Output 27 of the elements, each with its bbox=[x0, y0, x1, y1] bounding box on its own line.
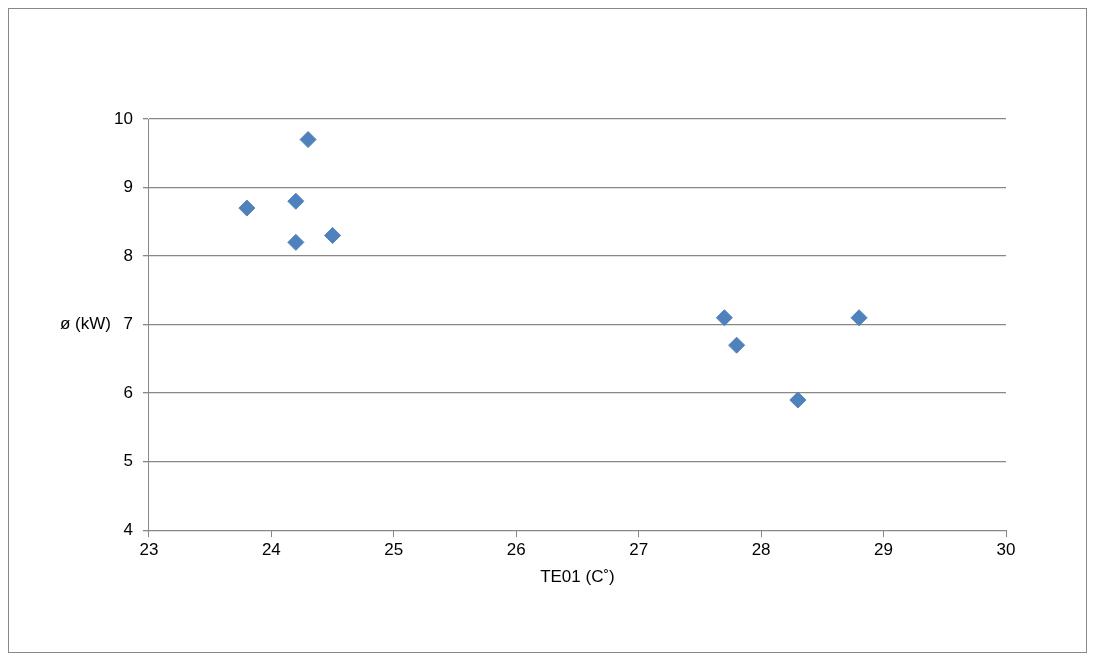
point bbox=[850, 309, 868, 327]
x-tick-label: 24 bbox=[261, 540, 281, 560]
y-tick-label: 6 bbox=[123, 382, 133, 402]
chart-frame: TE01 (C˚) 23 24 25 26 27 28 29 30 4 5 6 7 8 9 10 ø (kW) bbox=[8, 8, 1087, 653]
x-tick-label: 29 bbox=[874, 540, 894, 560]
x-tick-label: 27 bbox=[629, 540, 649, 560]
point bbox=[728, 336, 746, 354]
y-tick-label: 4 bbox=[123, 519, 133, 539]
y-tick-label: 7 bbox=[123, 314, 133, 334]
x-tick-label: 30 bbox=[996, 540, 1016, 560]
x-tick-label: 25 bbox=[384, 540, 404, 560]
point bbox=[715, 309, 733, 327]
y-tick-label: 10 bbox=[113, 108, 133, 128]
point bbox=[324, 227, 342, 245]
point bbox=[789, 391, 807, 409]
x-tick-label: 26 bbox=[506, 540, 526, 560]
point bbox=[238, 199, 256, 217]
point bbox=[299, 131, 317, 149]
point bbox=[287, 233, 305, 251]
x-tick-label: 28 bbox=[751, 540, 771, 560]
x-axis-title: TE01 (C˚) bbox=[540, 567, 615, 587]
y-axis-title: ø (kW) bbox=[59, 314, 111, 334]
point bbox=[287, 192, 305, 210]
y-tick-label: 8 bbox=[123, 245, 133, 265]
y-tick-label: 5 bbox=[123, 451, 133, 471]
y-tick-label: 9 bbox=[123, 177, 133, 197]
x-tick-label: 23 bbox=[139, 540, 159, 560]
